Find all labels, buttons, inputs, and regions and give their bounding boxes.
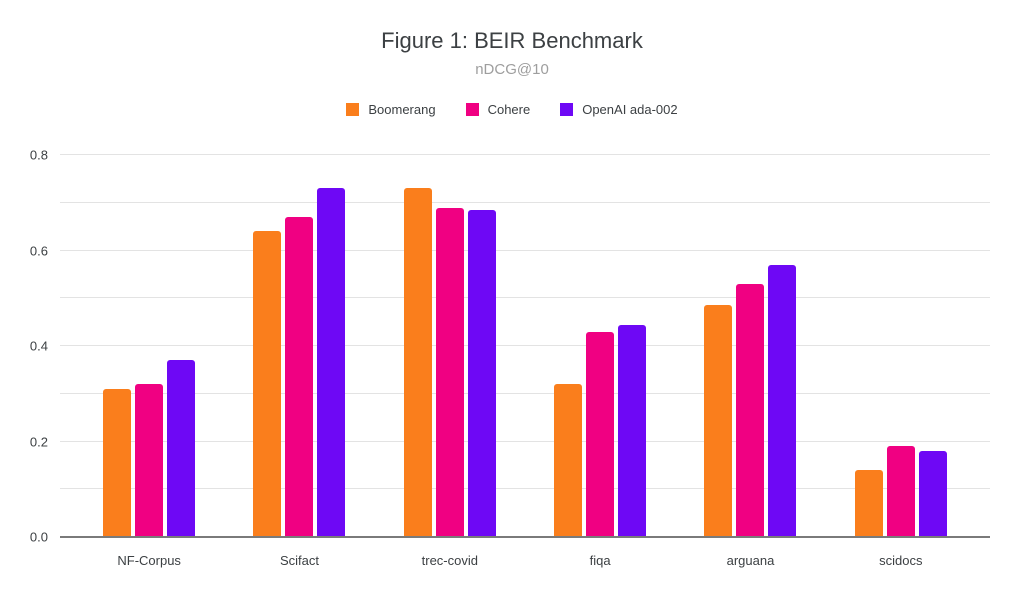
x-category-label: scidocs [879,553,923,568]
bar-boomerang-scidocs [854,470,883,537]
bar-openai-ada-002-scidocs [918,451,947,537]
bar-group-arguana: arguana [704,155,797,568]
legend-item-boomerang: Boomerang [346,102,436,117]
bar-boomerang-nf-corpus [103,388,132,537]
bar-boomerang-fiqa [554,384,583,537]
bar-boomerang-scifact [253,231,282,537]
x-axis-line [60,536,990,538]
legend-label-cohere: Cohere [487,102,531,117]
gridline [60,392,990,394]
bar-openai-ada-002-arguana [768,264,797,537]
gridline [60,154,990,155]
y-tick-label: 0.4 [29,338,48,354]
x-category-label: trec-covid [421,553,478,568]
gridline [60,297,990,299]
x-category-label: Scifact [279,553,319,568]
bar-openai-ada-002-scifact [317,188,346,537]
bar-group-trec-covid: trec-covid [403,155,496,568]
bar-group-scidocs: scidocs [854,155,947,568]
bar-group-fiqa: fiqa [554,155,647,568]
legend-swatch-boomerang [346,103,360,116]
x-category-label: NF-Corpus [117,553,181,568]
gridline [60,201,990,203]
legend-label-openai: OpenAI ada-002 [582,102,678,117]
legend-swatch-cohere [465,103,479,116]
bar-cohere-arguana [736,283,765,537]
bar-cohere-fiqa [586,331,615,537]
legend-item-openai: OpenAI ada-002 [560,102,678,117]
bar-openai-ada-002-nf-corpus [167,360,196,537]
bar-group-scifact: Scifact [253,155,346,568]
x-category-label: arguana [726,553,775,568]
plot-area: NF-Corpus Scifact trec-covid fiqa arguana sci… [30,148,990,568]
bar-boomerang-arguana [704,305,733,537]
gridline [60,440,990,442]
legend-swatch-openai [560,103,574,116]
bar-groups: NF-Corpus Scifact trec-covid fiqa arguana sci… [60,155,990,568]
legend: Boomerang Cohere OpenAI ada-002 [0,102,1024,117]
gridline [60,345,990,346]
y-tick-label: 0.0 [29,529,48,545]
x-category-label: fiqa [589,553,611,568]
legend-item-cohere: Cohere [465,102,531,117]
chart-title: Figure 1: BEIR Benchmark [381,28,643,53]
bar-openai-ada-002-fiqa [618,324,647,537]
bar-cohere-nf-corpus [135,384,164,537]
bar-group-nf-corpus: NF-Corpus [103,155,196,568]
gridline [60,249,990,251]
bar-openai-ada-002-trec-covid [467,209,496,537]
y-tick-label: 0.8 [29,147,48,163]
y-tick-label: 0.6 [29,243,48,258]
chart-subtitle: nDCG@10 [475,61,549,78]
bar-boomerang-trec-covid [403,188,432,537]
bar-cohere-scidocs [886,446,915,537]
y-tick-label: 0.2 [29,434,48,449]
gridline [60,488,990,490]
bar-cohere-trec-covid [435,207,464,537]
legend-label-boomerang: Boomerang [368,102,436,117]
bar-cohere-scifact [285,217,314,537]
